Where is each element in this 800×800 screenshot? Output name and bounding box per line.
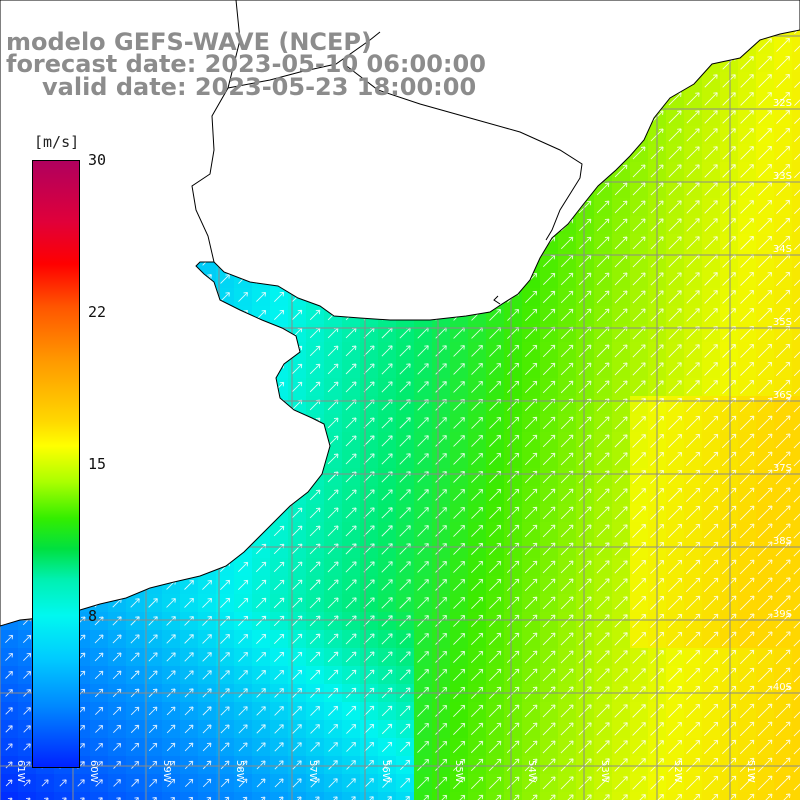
latitude-label: 36S <box>773 390 792 401</box>
latitude-label: 32S <box>773 98 792 109</box>
longitude-label: 61W <box>15 760 26 783</box>
colorbar-gradient <box>33 161 79 767</box>
title-model: modelo GEFS-WAVE (NCEP) <box>6 28 372 56</box>
latitude-labels: 32S 33S 34S 35S 36S 37S 38S 39S 40S <box>773 98 792 693</box>
colorbar-tick-30: 30 <box>88 151 107 169</box>
longitude-label: 56W <box>380 760 391 783</box>
border-line <box>191 0 583 305</box>
coastline-land <box>0 0 800 627</box>
latitude-label: 33S <box>773 171 792 182</box>
longitude-label: 54W <box>526 760 537 783</box>
latitude-label: 35S <box>773 317 792 328</box>
colorbar-tick-22: 22 <box>88 303 107 321</box>
latitude-label: 39S <box>773 609 792 620</box>
colorbar-tick-15: 15 <box>88 455 107 473</box>
latitude-label: 37S <box>773 463 792 474</box>
longitude-label: 57W <box>307 760 318 783</box>
longitude-label: 55W <box>453 760 464 783</box>
longitude-label: 58W <box>234 760 245 783</box>
colorbar <box>32 160 80 768</box>
longitude-label: 52W <box>672 760 683 783</box>
title-valid-date: valid date: 2023-05-23 18:00:00 <box>42 73 477 101</box>
longitude-label: 60W <box>88 760 99 783</box>
latitude-label: 38S <box>773 536 792 547</box>
colorbar-tick-8: 8 <box>88 607 98 625</box>
colorbar-unit: [m/s] <box>34 133 80 151</box>
longitude-labels: 61W 60W 59W 58W 57W 56W 55W 54W 53W 52W 51W <box>15 760 756 783</box>
longitude-label: 59W <box>161 760 172 783</box>
latitude-label: 40S <box>773 682 792 693</box>
title-forecast-date: forecast date: 2023-05-10 06:00:00 <box>6 50 486 78</box>
latitude-label: 34S <box>773 244 792 255</box>
longitude-label: 51W <box>745 760 756 783</box>
longitude-label: 53W <box>599 760 610 783</box>
